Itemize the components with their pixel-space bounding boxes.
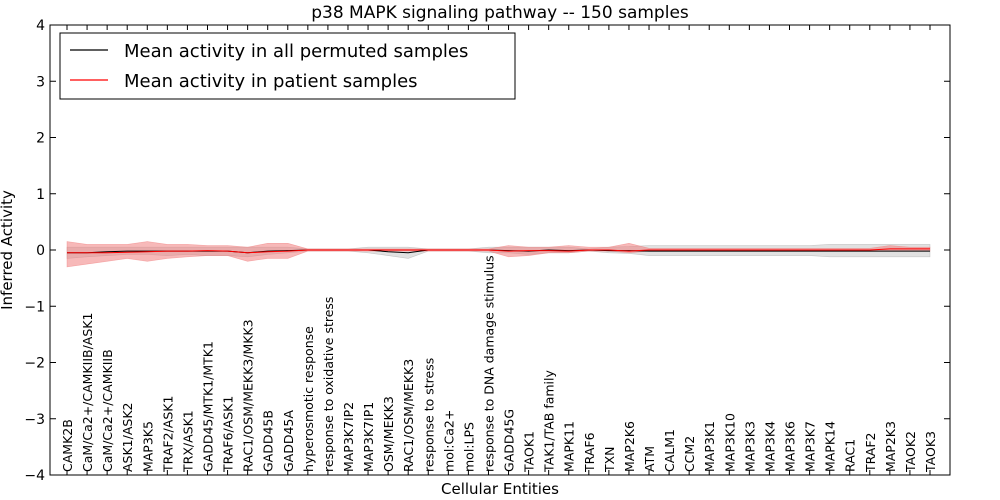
x-tick-label: GADD45/MTK1/MTK1 [201, 341, 216, 472]
y-ticks: −4 −3 −2 −1 0 1 2 3 4 [24, 18, 950, 484]
x-tick-label: MAP3K3 [742, 421, 757, 472]
x-tick-label: TAK1/TAB family [542, 370, 557, 474]
x-tick-label: MAP3K6 [783, 421, 798, 472]
x-tick-label: RAC1/OSM/MEKK3 [401, 359, 416, 472]
x-tick-label: MAP3K7IP2 [341, 402, 356, 472]
x-tick-label: mol:Ca2+ [441, 410, 456, 472]
y-tick-label: −2 [24, 356, 45, 372]
x-tick-label: OSM/MEKK3 [381, 396, 396, 472]
x-tick-label: response to oxidative stress [321, 297, 336, 472]
x-tick-label: GADD45B [261, 410, 276, 472]
x-tick-label: TAOK1 [522, 431, 537, 473]
line-series-1 [67, 248, 930, 254]
x-tick-label: TRAF6 [582, 432, 597, 473]
x-tick-label: GADD45A [281, 410, 296, 472]
x-tick-label: CCM2 [682, 436, 697, 472]
x-tick-label: MAP3K4 [762, 421, 777, 472]
x-tick-label: MAP2K3 [883, 421, 898, 472]
legend: Mean activity in all permuted samples Me… [59, 32, 516, 100]
x-tick-label: TRAF2 [863, 432, 878, 473]
x-tick-label: MAP3K5 [140, 421, 155, 472]
x-tick-label: MAP3K7 [803, 421, 818, 472]
x-tick-label: CaM/Ca2+/CAMKIIB [100, 349, 115, 472]
x-ticks: CAMK2B CaM/Ca2+/CAMKIIB/ASK1 CaM/Ca2+/CAMK… [60, 25, 938, 475]
bands [66, 241, 931, 268]
x-tick-label: mol:LPS [461, 422, 476, 472]
y-tick-label: −3 [24, 412, 45, 428]
y-tick-label: 3 [36, 74, 45, 90]
x-tick-label: MAPK14 [823, 421, 838, 472]
y-tick-label: 2 [36, 131, 45, 147]
x-tick-label: hyperosmotic response [301, 326, 316, 472]
x-tick-label: TRAF6/ASK1 [221, 396, 236, 473]
x-tick-label: TAOK2 [903, 431, 918, 473]
x-tick-label: MAPK11 [562, 421, 577, 472]
x-tick-label: MAP2K6 [622, 421, 637, 472]
y-tick-label: 0 [36, 243, 45, 259]
x-tick-label: MAP3K1 [702, 421, 717, 472]
series-lines [67, 248, 930, 254]
x-tick-label: ATM [642, 446, 657, 472]
x-tick-label: RAC1/OSM/MEKK3/MKK3 [241, 319, 256, 472]
x-tick-label: CaM/Ca2+/CAMKIIB/ASK1 [80, 313, 95, 472]
legend-box [59, 32, 516, 100]
legend-label-patient: Mean activity in patient samples [124, 71, 418, 92]
x-tick-label: response to stress [421, 358, 436, 472]
chart-title: p38 MAPK signaling pathway -- 150 sample… [311, 3, 689, 23]
plot-frame [49, 24, 951, 476]
x-tick-label: ASK1/ASK2 [120, 403, 135, 472]
x-tick-label: TAOK3 [923, 431, 938, 473]
y-axis-label: Inferred Activity [0, 190, 16, 310]
x-tick-label: TXN [602, 446, 617, 473]
y-tick-label: −4 [24, 468, 45, 484]
x-tick-label: response to DNA damage stimulus [482, 255, 497, 472]
x-tick-label: TRAF2/ASK1 [160, 396, 175, 473]
x-tick-label: MAP3K7IP1 [361, 402, 376, 472]
x-tick-label: MAP3K10 [722, 413, 737, 472]
x-tick-label: CAMK2B [60, 419, 75, 472]
y-tick-label: 4 [36, 18, 45, 34]
x-tick-label: RAC1 [843, 439, 858, 472]
x-tick-label: GADD45G [502, 409, 517, 472]
y-tick-label: −1 [24, 299, 45, 315]
x-tick-label: CALM1 [662, 429, 677, 472]
y-tick-label: 1 [36, 187, 45, 203]
x-axis-label: Cellular Entities [441, 480, 559, 498]
x-tick-label: TRX/ASK1 [180, 410, 195, 473]
legend-label-permuted: Mean activity in all permuted samples [124, 41, 468, 62]
